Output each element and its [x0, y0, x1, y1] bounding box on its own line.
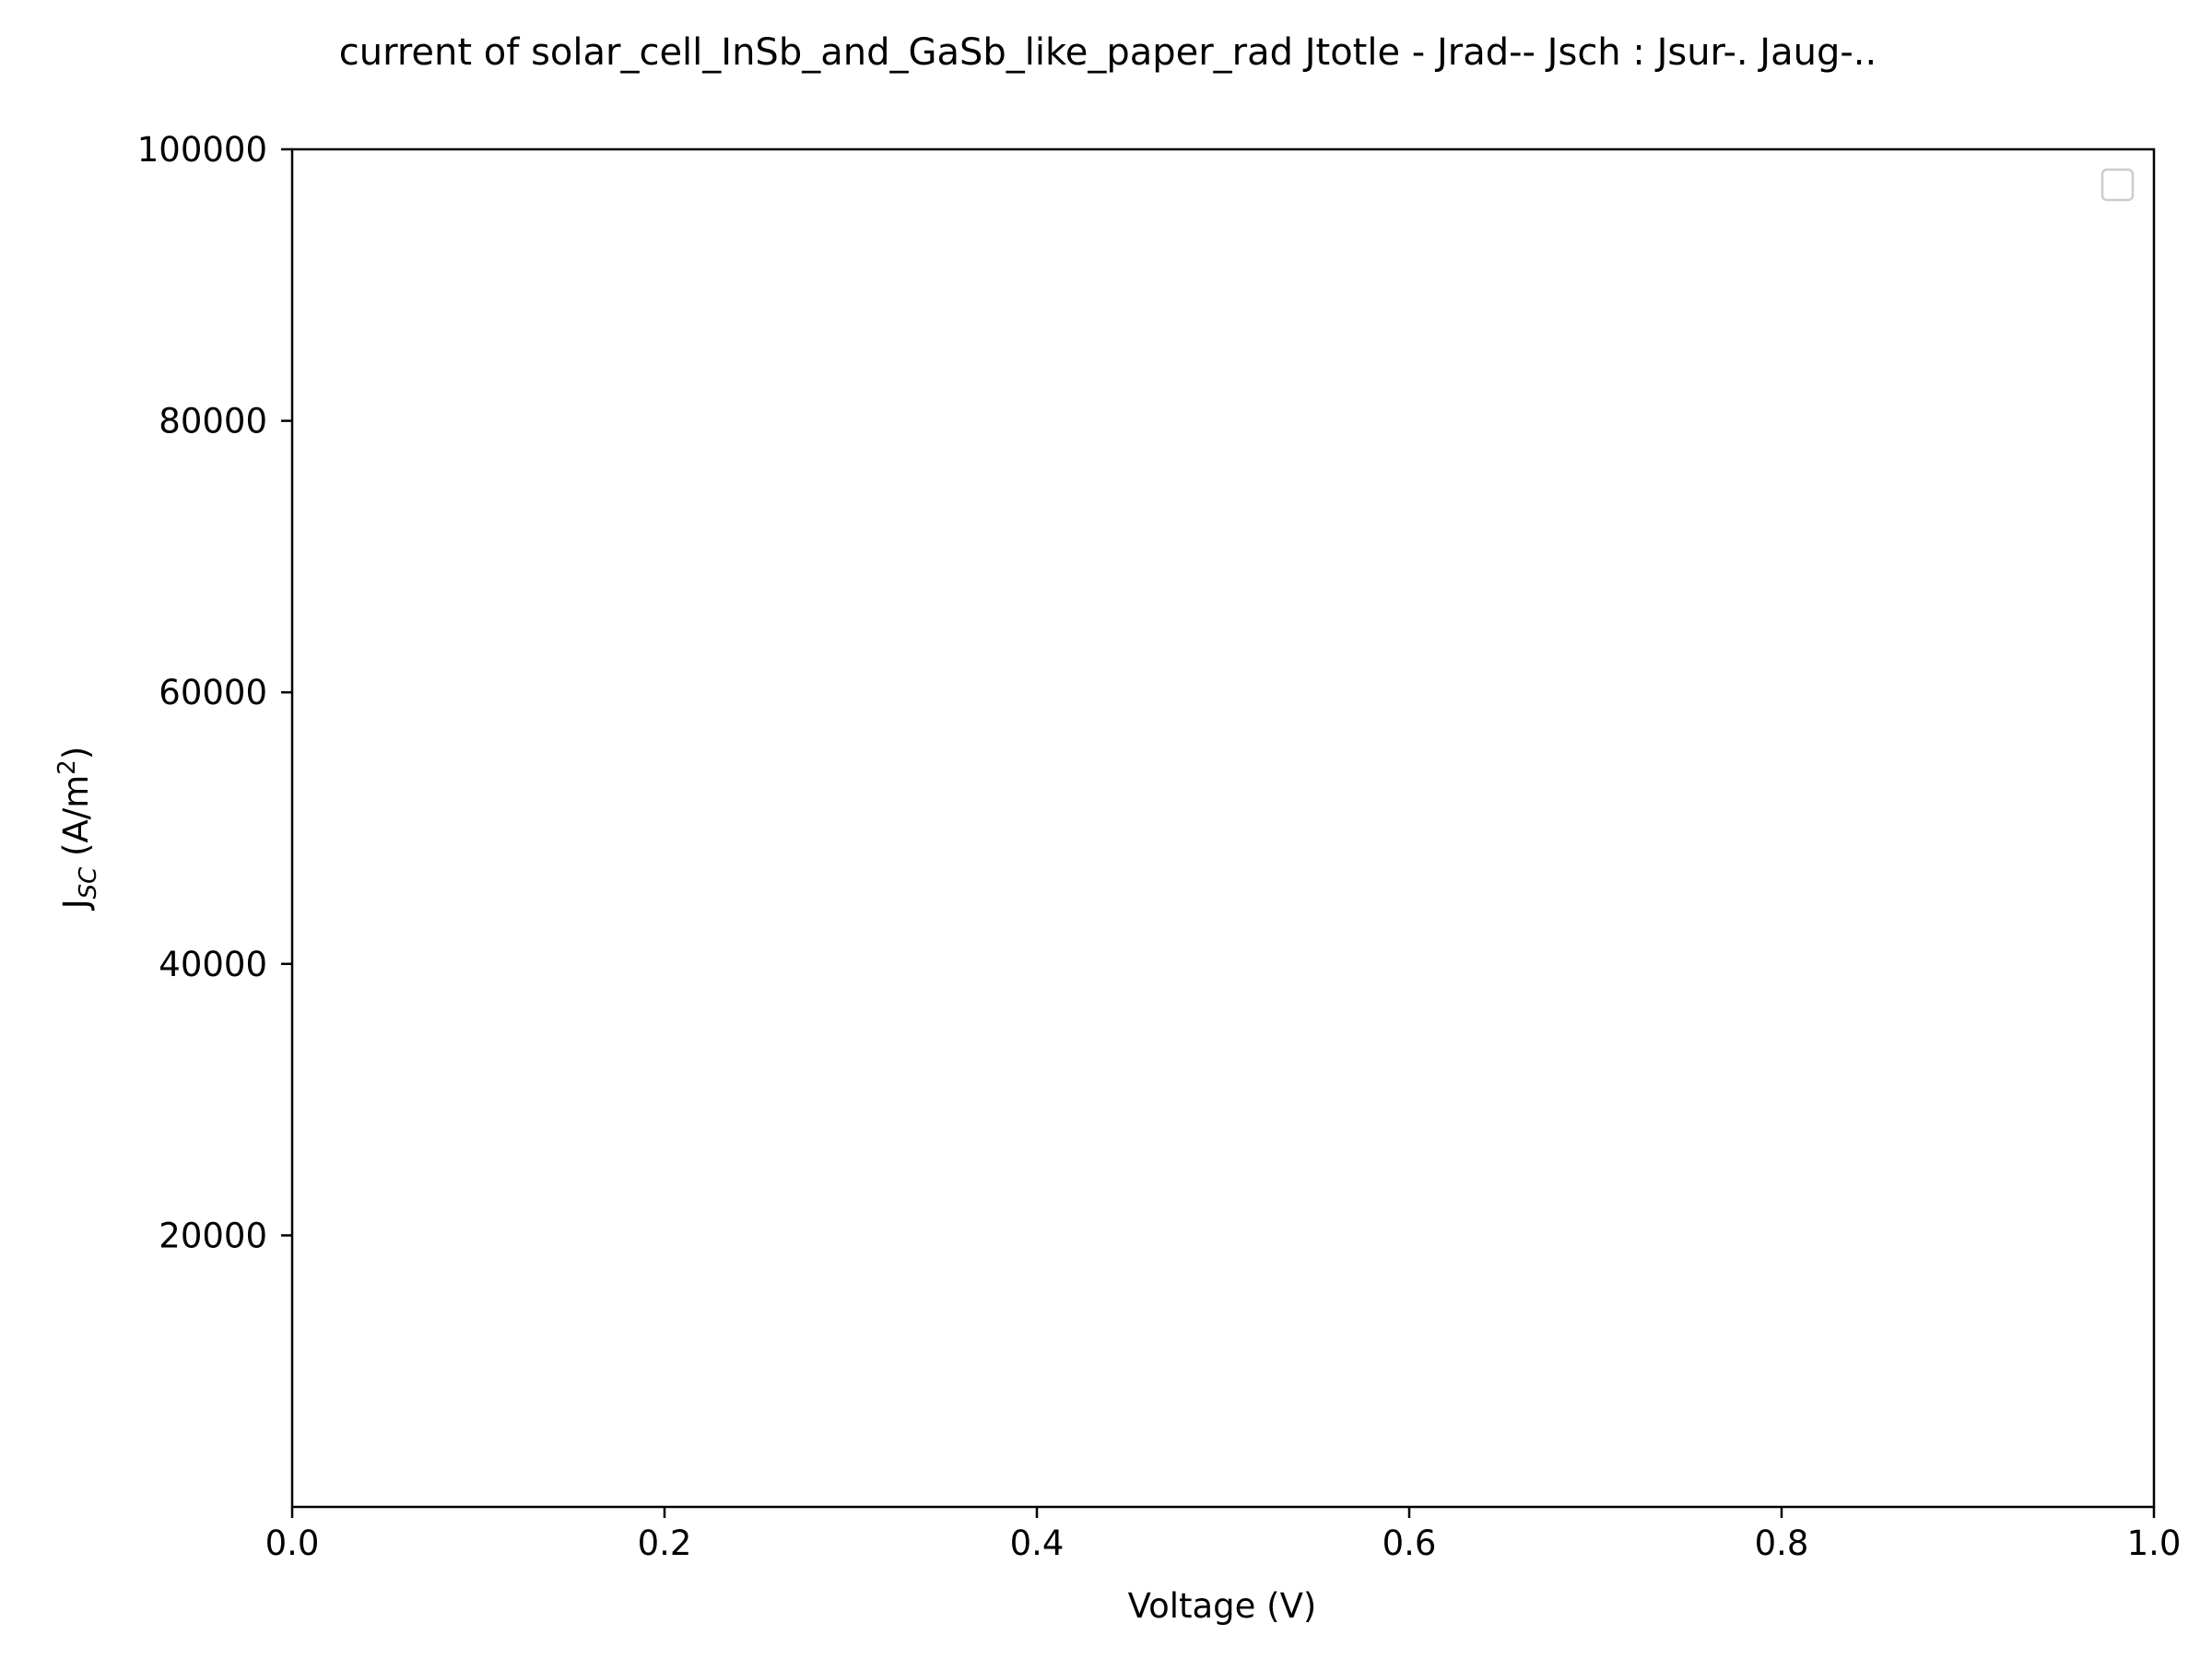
y-axis-label-units: (A/m: [56, 775, 96, 867]
x-tick-label: 1.0: [2127, 1524, 2182, 1563]
y-axis-label-superscript: 2: [53, 759, 81, 775]
y-tick-label: 80000: [159, 402, 267, 441]
plot-background: [292, 149, 2154, 1507]
y-axis-label-subscript: SC: [75, 866, 102, 900]
y-axis-label-close: ): [56, 747, 96, 759]
legend-box: [2100, 168, 2135, 202]
y-axis-ticks: 20000 40000 60000 80000 100000: [137, 130, 292, 1255]
y-axis-label: JSC (A/m2): [53, 747, 102, 912]
x-tick-label: 0.4: [1010, 1524, 1065, 1563]
axes-frame: [290, 147, 2156, 1509]
x-axis-ticks: 0.0 0.2 0.4 0.6 0.8 1.0: [265, 1507, 2182, 1563]
plot-area: 0.0 0.2 0.4 0.6 0.8 1.0 20000 40000 60000 80000 1…: [137, 130, 2182, 1563]
y-tick-label: 20000: [159, 1216, 267, 1255]
y-axis-label-prefix: J: [56, 899, 96, 911]
chart-title: current of solar_cell_InSb_and_GaSb_like…: [339, 31, 1877, 74]
y-tick-label: 100000: [137, 130, 267, 170]
x-tick-label: 0.6: [1382, 1524, 1437, 1563]
x-tick-label: 0.0: [265, 1524, 320, 1563]
y-tick-label: 60000: [159, 673, 267, 712]
x-tick-label: 0.2: [638, 1524, 692, 1563]
x-axis-label: Voltage (V): [1128, 1586, 1317, 1626]
y-tick-label: 40000: [159, 945, 267, 984]
x-tick-label: 0.8: [1755, 1524, 1809, 1563]
